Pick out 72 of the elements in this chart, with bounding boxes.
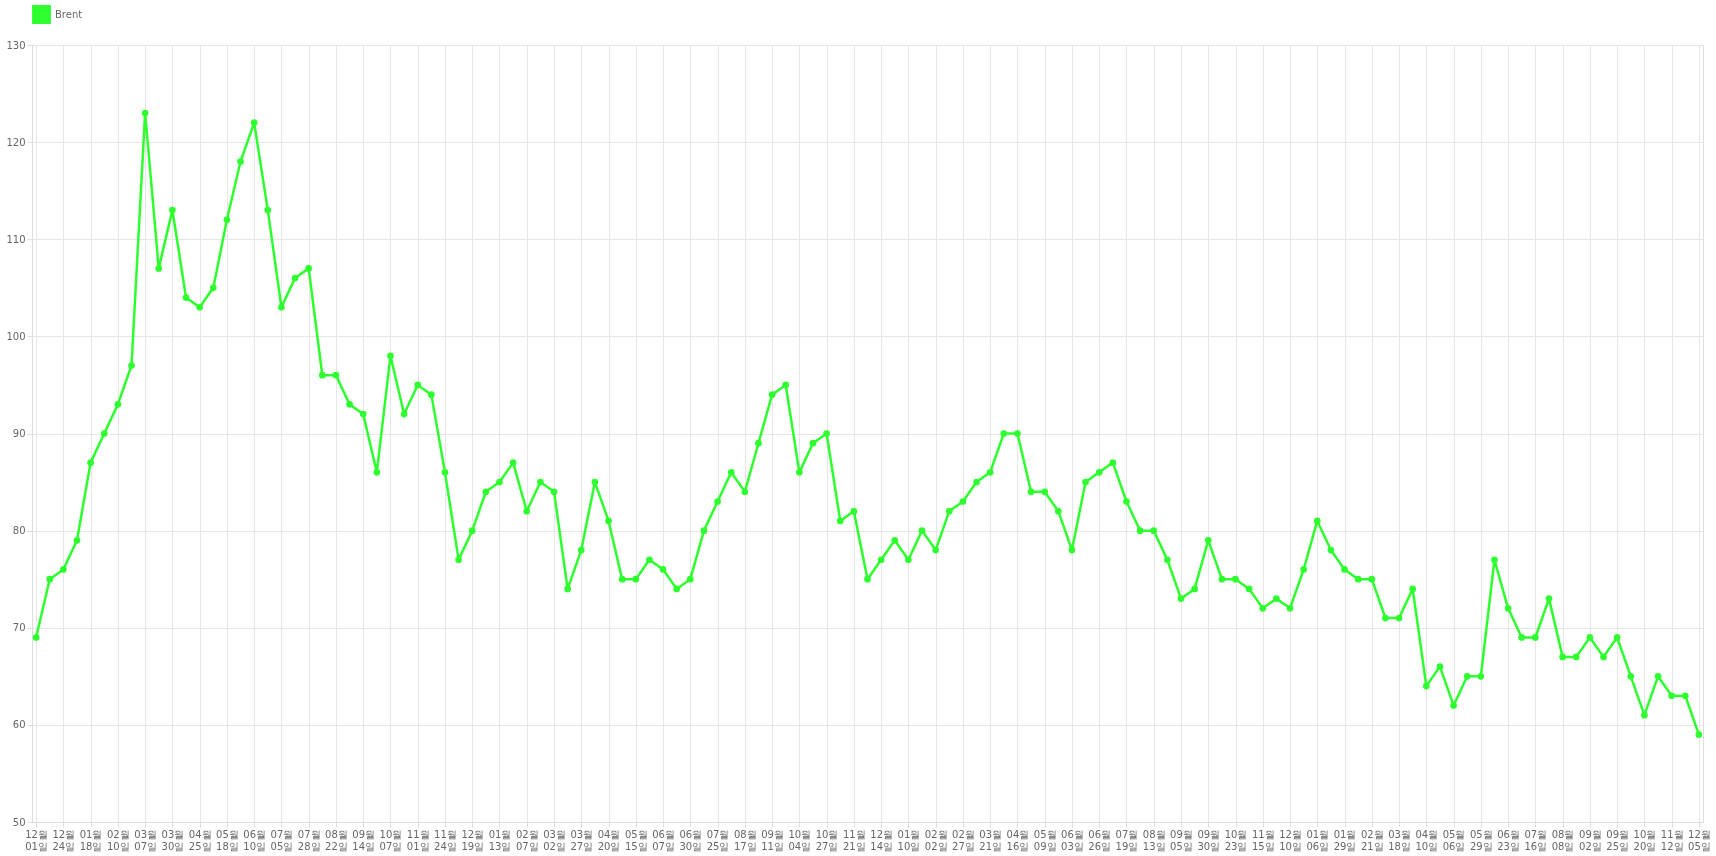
x-tick-label: 10월 27일 [815, 828, 839, 852]
x-tick-label: 01월 18일 [79, 828, 103, 852]
x-tick-label: 04월 10일 [1415, 828, 1439, 852]
x-tick-label: 12월 19일 [461, 828, 485, 852]
x-tick-label: 02월 27일 [952, 828, 975, 852]
x-tick-label: 09월 02일 [1579, 828, 1602, 852]
x-tick-label: 08월 22일 [325, 828, 348, 852]
x-tick-label: 03월 07일 [134, 828, 157, 852]
x-tick-label: 01월 10일 [897, 828, 921, 852]
x-tick-label: 09월 30일 [1197, 828, 1221, 852]
y-tick-label: 70 [12, 622, 26, 634]
x-tick-label: 08월 13일 [1142, 828, 1166, 852]
x-tick-label: 08월 08일 [1551, 828, 1575, 852]
x-tick-label: 04월 25일 [188, 828, 212, 852]
x-tick-label: 06월 10일 [243, 828, 267, 852]
x-tick-label: 11월 15일 [1251, 828, 1275, 852]
x-tick-label: 06월 07일 [652, 828, 675, 852]
x-tick-label: 01월 29일 [1333, 828, 1357, 852]
x-tick-label: 10월 07일 [379, 828, 403, 852]
x-tick-label: 05월 09일 [1033, 828, 1057, 852]
x-tick-label: 03월 30일 [161, 828, 185, 852]
x-tick-label: 02월 21일 [1360, 828, 1384, 852]
x-tick-label: 03월 02일 [543, 828, 566, 852]
x-tick-label: 07월 16일 [1524, 828, 1548, 852]
y-tick-label: 110 [6, 233, 26, 245]
y-tick-label: 100 [6, 330, 26, 342]
x-tick-label: 09월 14일 [352, 828, 376, 852]
x-tick-label: 09월 11일 [761, 828, 784, 852]
x-tick-label: 04월 16일 [1006, 828, 1030, 852]
y-tick-label: 130 [6, 39, 26, 51]
x-tick-label: 12월 10일 [1279, 828, 1302, 852]
x-tick-label: 09월 25일 [1606, 828, 1629, 852]
x-tick-label: 10월 04일 [788, 828, 812, 852]
x-tick-label: 06월 26일 [1088, 828, 1112, 852]
x-tick-label: 06월 30일 [679, 828, 703, 852]
x-tick-label: 10월 20일 [1633, 828, 1657, 852]
x-tick-label: 05월 18일 [216, 828, 239, 852]
x-tick-label: 03월 27일 [570, 828, 594, 852]
x-tick-label: 01월 06일 [1306, 828, 1330, 852]
x-tick-label: 05월 06일 [1442, 828, 1466, 852]
x-tick-label: 12월 14일 [870, 828, 893, 852]
x-tick-label: 07월 05일 [270, 828, 294, 852]
x-tick-label: 02월 02일 [924, 828, 948, 852]
x-tick-label: 05월 15일 [624, 828, 648, 852]
x-tick-label: 11월 01일 [406, 828, 430, 852]
x-tick-label: 11월 12일 [1660, 828, 1684, 852]
y-tick-label: 50 [12, 816, 26, 828]
x-tick-label: 03월 21일 [979, 828, 1003, 852]
y-tick-label: 80 [12, 525, 26, 537]
y-tick-label: 120 [6, 136, 26, 148]
x-tick-label: 07월 25일 [706, 828, 730, 852]
x-tick-label: 06월 23일 [1497, 828, 1520, 852]
x-tick-label: 07월 28일 [297, 828, 321, 852]
x-tick-label: 03월 18일 [1388, 828, 1411, 852]
x-tick-label: 02월 07일 [515, 828, 539, 852]
x-tick-label: 08월 17일 [733, 828, 757, 852]
x-tick-label: 05월 29일 [1469, 828, 1493, 852]
x-tick-label: 01월 13일 [488, 828, 512, 852]
y-tick-label: 60 [12, 719, 26, 731]
x-tick-label: 11월 21일 [843, 828, 866, 852]
x-tick-label: 06월 03일 [1061, 828, 1084, 852]
x-tick-label: 04월 20일 [597, 828, 621, 852]
x-tick-label: 12월 24일 [52, 828, 76, 852]
x-tick-label: 11월 24일 [434, 828, 457, 852]
x-tick-label: 09월 05일 [1170, 828, 1193, 852]
x-tick-label: 12월 05일 [1688, 828, 1711, 852]
x-tick-label: 12월 01일 [25, 828, 48, 852]
x-tick-label: 10월 23일 [1224, 828, 1248, 852]
legend-label: Brent [55, 8, 83, 20]
y-tick-label: 90 [12, 428, 26, 439]
x-tick-label: 02월 10일 [107, 828, 130, 852]
x-tick-label: 07월 19일 [1115, 828, 1139, 852]
